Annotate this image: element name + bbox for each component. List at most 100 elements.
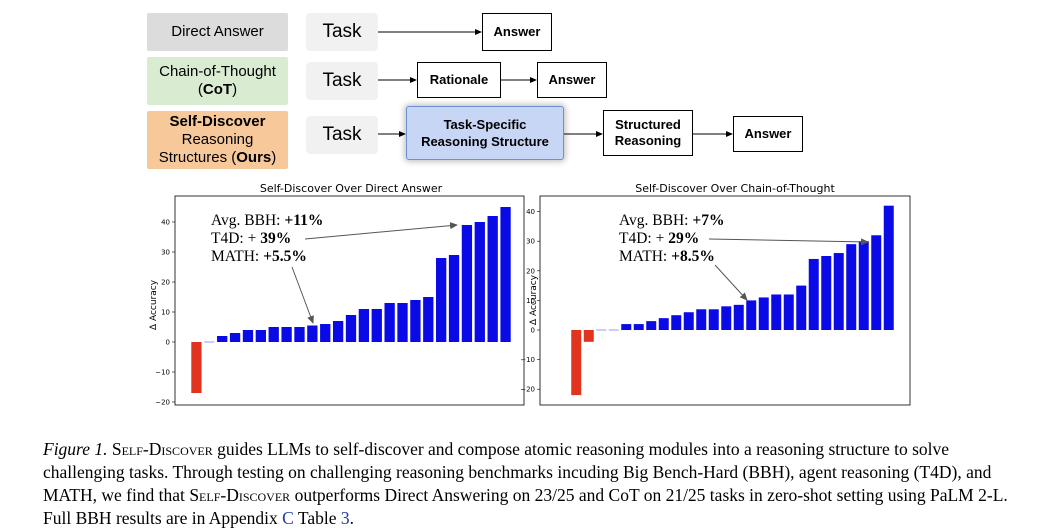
bar xyxy=(871,235,882,330)
method-self-discover: Self-Discover Reasoning Structures (Ours… xyxy=(147,111,288,169)
bar xyxy=(696,309,707,330)
y-tick-label: 0 xyxy=(531,327,535,335)
bar xyxy=(397,303,408,342)
bar xyxy=(294,327,305,342)
method-direct-answer: Direct Answer xyxy=(147,13,288,51)
bar xyxy=(758,297,769,330)
answer-node-cot: Answer xyxy=(537,62,607,98)
bar xyxy=(307,325,318,342)
annotation-math: MATH: +8.5% xyxy=(619,248,715,265)
method-sd-line2: Reasoning xyxy=(181,131,254,148)
annotation-arrow-math xyxy=(291,266,314,324)
bar xyxy=(583,330,594,342)
method-sd-line1: Self-Discover xyxy=(169,113,266,130)
bar xyxy=(708,309,719,330)
bar xyxy=(191,342,202,393)
chart-frame xyxy=(174,195,525,406)
bar xyxy=(796,285,807,330)
bar xyxy=(384,303,395,342)
method-cot-abbrev: CoT xyxy=(202,81,233,98)
y-tick-label: 20 xyxy=(161,279,170,287)
method-name-2: Self-Discover xyxy=(189,485,291,505)
method-sd-line3: Structures (Ours) xyxy=(158,149,277,166)
bar xyxy=(683,312,694,330)
bar xyxy=(621,324,632,330)
task-node-sd: Task xyxy=(306,116,378,154)
bar xyxy=(448,255,460,342)
bar xyxy=(721,306,732,330)
chart-title: Self-Discover Over Direct Answer xyxy=(260,182,443,195)
bar xyxy=(658,318,669,330)
annotation-t4d: T4D: + 39% xyxy=(211,230,291,247)
bar xyxy=(358,309,370,342)
method-cot-line2: (CoT) xyxy=(197,81,238,98)
answer-node-direct: Answer xyxy=(482,13,552,51)
y-tick-label: 20 xyxy=(526,267,535,275)
chart-over-direct-answer: Self-Discover Over Direct Answer Δ Accura… xyxy=(149,182,525,407)
annotation-t4d: T4D: + 29% xyxy=(619,230,699,247)
y-tick-label: −10 xyxy=(155,369,170,377)
bar xyxy=(461,225,473,342)
bar xyxy=(771,294,782,330)
y-tick-label: −10 xyxy=(520,356,535,364)
structured-reasoning-node: Structured Reasoning xyxy=(603,110,693,156)
bar xyxy=(217,336,228,342)
rationale-node: Rationale xyxy=(417,62,501,98)
bar xyxy=(332,321,344,342)
y-tick-label: 40 xyxy=(526,208,535,216)
bar xyxy=(423,297,434,342)
method-sd-ours: Ours xyxy=(236,149,272,166)
chart-over-chain-of-thought: Self-Discover Over Chain-of-Thought Δ Acc… xyxy=(520,182,911,406)
annotation-avg-bbh: Avg. BBH: +7% xyxy=(619,212,724,229)
task-node-direct: Task xyxy=(306,13,378,51)
y-tick-label: −20 xyxy=(155,399,170,407)
bar xyxy=(883,205,894,330)
bar xyxy=(858,241,869,330)
bar xyxy=(571,330,582,396)
bar xyxy=(204,341,215,343)
chart-title: Self-Discover Over Chain-of-Thought xyxy=(635,182,835,195)
y-axis-label: Δ Accuracy xyxy=(529,274,539,325)
method-cot-line1: Chain-of-Thought xyxy=(159,63,276,80)
bar xyxy=(733,304,744,330)
method-chain-of-thought: Chain-of-Thought (CoT) xyxy=(147,57,288,105)
y-tick-label: 40 xyxy=(161,219,170,227)
task-specific-structure-node: Task-Specific Reasoning Structure xyxy=(406,106,564,160)
y-axis-label: Δ Accuracy xyxy=(149,279,159,330)
answer-node-sd: Answer xyxy=(733,116,803,152)
bar xyxy=(846,244,857,330)
y-tick-label: 10 xyxy=(526,297,535,305)
bar xyxy=(671,315,682,330)
bar xyxy=(487,216,498,342)
y-tick-label: −20 xyxy=(520,386,535,394)
bar xyxy=(255,330,266,342)
bar xyxy=(229,333,241,342)
y-tick-label: 10 xyxy=(161,309,170,317)
annotation-avg-bbh: Avg. BBH: +11% xyxy=(211,212,323,229)
bar xyxy=(746,300,757,330)
bar xyxy=(608,329,619,331)
bar xyxy=(345,315,357,342)
bar xyxy=(833,253,844,330)
method-direct-answer-label: Direct Answer xyxy=(171,23,264,40)
appendix-link[interactable]: C xyxy=(282,508,294,528)
bar xyxy=(596,329,607,331)
annotation-arrow-t4d xyxy=(708,238,869,246)
annotation-math: MATH: +5.5% xyxy=(211,248,307,265)
bar xyxy=(436,258,447,342)
table-link[interactable]: 3 xyxy=(340,508,350,528)
task-node-cot: Task xyxy=(306,62,378,100)
annotation-arrow-t4d xyxy=(304,222,458,240)
bar xyxy=(633,324,644,330)
bar xyxy=(808,258,819,330)
figure-label: Figure 1. xyxy=(43,439,108,459)
annotation-arrow-math xyxy=(714,264,748,301)
bar xyxy=(320,324,331,342)
bar xyxy=(783,294,794,330)
bar xyxy=(410,300,421,342)
y-tick-label: 30 xyxy=(526,238,535,246)
bar xyxy=(281,327,292,342)
method-name: Self-Discover xyxy=(111,439,213,459)
